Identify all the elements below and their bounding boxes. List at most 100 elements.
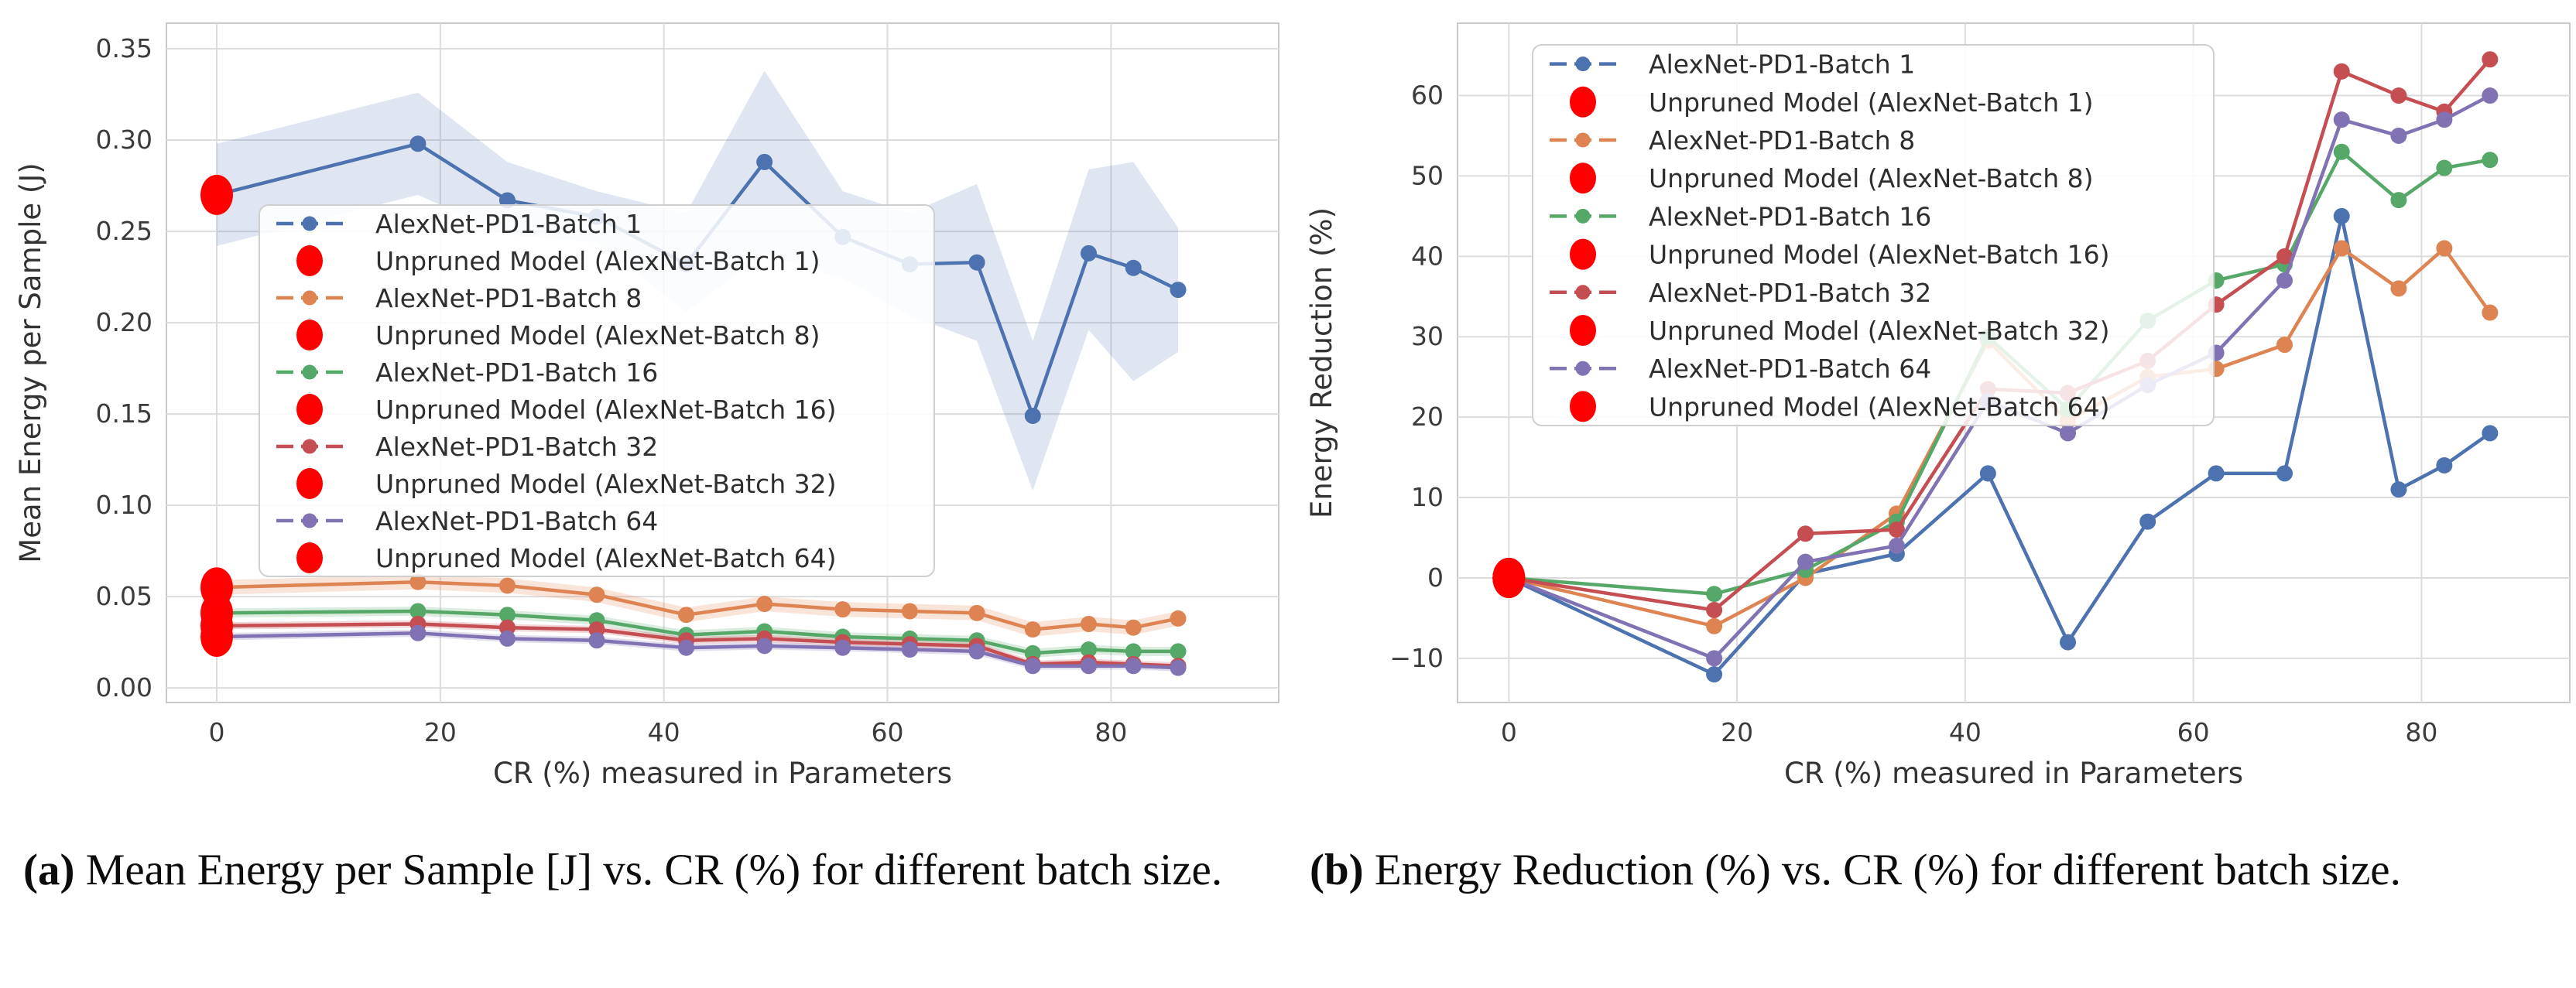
series-marker xyxy=(834,601,851,618)
caption-b: (b) Energy Reduction (%) vs. CR (%) for … xyxy=(1310,834,2559,907)
series-marker xyxy=(2276,248,2293,265)
unpruned-model-dot xyxy=(200,174,233,215)
legend-item-label: AlexNet-PD1-Batch 64 xyxy=(1649,354,1931,384)
series-marker xyxy=(1706,650,1723,667)
x-tick-label: 0 xyxy=(208,717,224,747)
y-tick-label: 0.30 xyxy=(96,125,152,155)
series-marker xyxy=(756,153,773,170)
legend-line-marker-dot xyxy=(1575,56,1591,72)
chart-panel-a: 0.00 0.05 0.10 0.15 0.20 0.25 0.30 0.35 0 20 40 60 8… xyxy=(0,0,1285,805)
y-tick-label: 0.05 xyxy=(96,581,152,611)
legend-item-label: AlexNet-PD1-Batch 16 xyxy=(375,357,658,388)
chart-svg: 0.00 0.05 0.10 0.15 0.20 0.25 0.30 0.35 0 20 40 60 8… xyxy=(14,22,1279,790)
series-marker xyxy=(2482,304,2499,321)
caption-a: (a) Mean Energy per Sample [J] vs. CR (%… xyxy=(23,834,1254,907)
legend-item-label: Unpruned Model (AlexNet-Batch 1) xyxy=(1649,87,2093,118)
legend-unpruned-dot-marker xyxy=(1570,391,1596,422)
series-marker xyxy=(2482,152,2499,169)
legend-item-label: AlexNet-PD1-Batch 32 xyxy=(1649,278,1931,308)
series-marker xyxy=(2390,481,2407,498)
series-marker xyxy=(498,607,516,624)
y-tick-label: 50 xyxy=(1411,160,1444,190)
series-marker xyxy=(2390,192,2407,209)
legend-item-label: AlexNet-PD1-Batch 32 xyxy=(375,432,658,462)
series-marker xyxy=(2482,51,2499,68)
series-marker xyxy=(834,639,851,656)
series-marker xyxy=(2060,634,2077,651)
y-axis-label: Energy Reduction (%) xyxy=(1305,207,1338,518)
series-marker xyxy=(1170,610,1187,627)
series-marker xyxy=(1125,259,1142,276)
series-marker xyxy=(2333,63,2350,80)
series-marker xyxy=(2390,280,2407,297)
legend-item-label: Unpruned Model (AlexNet-Batch 32) xyxy=(1649,316,2109,346)
series-marker xyxy=(2390,127,2407,144)
legend-line-marker-dot xyxy=(1575,361,1591,376)
x-tick-label: 80 xyxy=(1094,717,1127,747)
legend-item-label: AlexNet-PD1-Batch 1 xyxy=(375,209,642,239)
legend-line-marker-dot xyxy=(1575,132,1591,148)
legend-line-marker-dot xyxy=(1575,285,1591,300)
series-marker xyxy=(1024,621,1041,638)
series-marker xyxy=(1170,282,1187,299)
x-tick-label: 60 xyxy=(872,717,904,747)
confidence-band xyxy=(216,574,1179,638)
legend-item-label: AlexNet-PD1-Batch 8 xyxy=(1649,125,1915,156)
caption-b-label: (b) xyxy=(1310,846,1364,894)
series-marker xyxy=(2390,87,2407,104)
series-marker xyxy=(2436,456,2453,473)
series-marker xyxy=(2276,337,2293,354)
series-marker xyxy=(678,639,695,656)
series-marker xyxy=(1797,525,1814,542)
series-marker xyxy=(2482,87,2499,104)
series-marker xyxy=(2482,425,2499,442)
caption-a-label: (a) xyxy=(23,846,75,894)
y-tick-label: 0 xyxy=(1427,562,1444,593)
series-marker xyxy=(968,643,985,660)
x-tick-label: 20 xyxy=(424,717,457,747)
series-marker xyxy=(2333,143,2350,160)
x-axis-label: CR (%) measured in Parameters xyxy=(493,757,952,790)
series-marker xyxy=(409,624,426,641)
series-marker xyxy=(678,607,695,624)
y-tick-label: 0.25 xyxy=(96,216,152,246)
legend-item-label: Unpruned Model (AlexNet-Batch 64) xyxy=(1649,391,2109,422)
legend-line-marker-dot xyxy=(302,364,317,380)
legend-line-marker-dot xyxy=(302,216,317,231)
series-marker xyxy=(2436,240,2453,257)
legend-unpruned-dot-marker xyxy=(296,468,323,499)
series-marker xyxy=(1024,658,1041,675)
y-tick-label: 20 xyxy=(1411,402,1444,432)
series-marker xyxy=(409,603,426,620)
legend-unpruned-dot-marker xyxy=(1570,86,1596,118)
series-marker xyxy=(2436,111,2453,128)
y-tick-label: 0.20 xyxy=(96,307,152,337)
series-marker xyxy=(756,596,773,613)
y-tick-label: 0.10 xyxy=(96,490,152,520)
x-tick-label: 40 xyxy=(1949,717,1982,747)
legend-item-label: Unpruned Model (AlexNet-Batch 16) xyxy=(375,395,836,425)
series-marker xyxy=(1080,616,1097,633)
series-marker xyxy=(1706,617,1723,634)
series-marker xyxy=(756,638,773,655)
y-axis-label: Mean Energy per Sample (J) xyxy=(14,162,47,562)
legend-line-marker-dot xyxy=(302,439,317,454)
series-marker xyxy=(2333,207,2350,224)
y-tick-label: −10 xyxy=(1389,643,1444,673)
series-marker xyxy=(1888,521,1905,538)
series-marker xyxy=(968,254,985,271)
y-tick-label: 0.35 xyxy=(96,33,152,63)
legend-item-label: Unpruned Model (AlexNet-Batch 8) xyxy=(1649,163,2093,193)
legend-item-label: AlexNet-PD1-Batch 1 xyxy=(1649,50,1915,80)
series-marker xyxy=(2208,465,2225,482)
legend-item-label: Unpruned Model (AlexNet-Batch 32) xyxy=(375,469,836,499)
series-marker xyxy=(1080,641,1097,658)
legend-unpruned-dot-marker xyxy=(1570,238,1596,270)
series-marker xyxy=(588,632,605,649)
legend-line-marker-dot xyxy=(1575,208,1591,224)
y-tick-label: 30 xyxy=(1411,321,1444,351)
confidence-band xyxy=(216,629,1179,672)
legend-line-marker-dot xyxy=(302,290,317,306)
series-marker xyxy=(1125,643,1142,660)
legend-item-label: AlexNet-PD1-Batch 8 xyxy=(375,283,642,313)
